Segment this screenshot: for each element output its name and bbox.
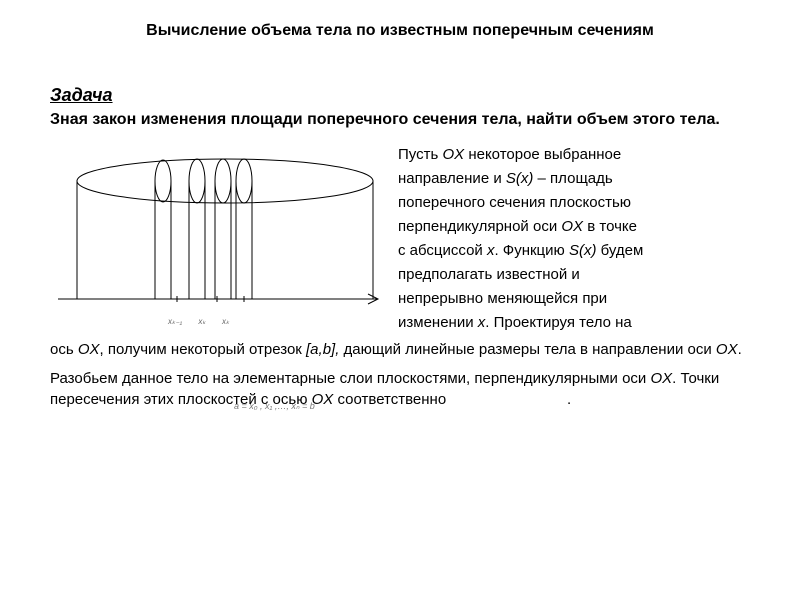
line: непрерывно меняющейся при	[398, 287, 750, 311]
tick-label: xₖ	[222, 317, 229, 326]
tick-labels: xₖ₋₁ xₖ xₖ	[168, 317, 243, 326]
line: предполагать известной и	[398, 263, 750, 287]
line: перпендикулярной оси OX в точке	[398, 215, 750, 239]
continuation-text: ось OX, получим некоторый отрезок [a,b],…	[50, 339, 750, 360]
line: поперечного сечения плоскостью	[398, 191, 750, 215]
diagram: xₖ₋₁ xₖ xₖ	[50, 139, 390, 339]
page-title: Вычисление объема тела по известным попе…	[50, 22, 750, 40]
body-row: xₖ₋₁ xₖ xₖ Пусть OX некоторое выбранное …	[50, 139, 750, 339]
tick-label: xₖ₋₁	[168, 317, 182, 326]
line: изменении x. Проектируя тело на	[398, 311, 750, 335]
cross-section-diagram	[50, 139, 390, 334]
slide: Вычисление объема тела по известным попе…	[0, 0, 800, 430]
line: с абсциссой x. Функцию S(x) будем	[398, 239, 750, 263]
side-text: Пусть OX некоторое выбранное направление…	[398, 139, 750, 335]
paragraph-2: Разобьем данное тело на элементарные сло…	[50, 368, 750, 410]
line: Пусть OX некоторое выбранное	[398, 143, 750, 167]
problem-statement: Зная закон изменения площади поперечного…	[50, 110, 750, 131]
tick-label: xₖ	[198, 317, 205, 326]
points-formula: a = x₀ , x₁ ,…, xₙ = b	[234, 400, 315, 413]
line: направление и S(x) – площадь	[398, 167, 750, 191]
problem-heading: Задача	[50, 85, 750, 106]
